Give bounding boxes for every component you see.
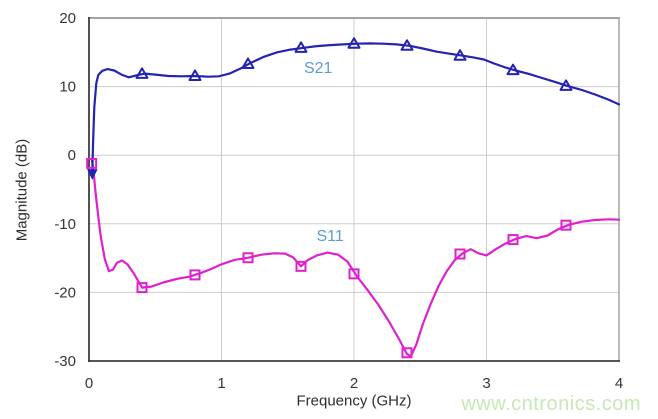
y-axis-title: Magnitude (dB) bbox=[13, 138, 31, 242]
s11-marker-square bbox=[189, 269, 201, 281]
x-tick-label: 4 bbox=[615, 375, 623, 392]
x-tick-label: 2 bbox=[350, 375, 358, 392]
y-tick-label: 20 bbox=[59, 10, 76, 27]
s21-marker-triangle bbox=[559, 79, 573, 91]
s11-marker-square bbox=[295, 260, 307, 272]
x-tick-label: 0 bbox=[85, 375, 93, 392]
series-label-s21: S21 bbox=[303, 60, 333, 78]
x-axis-title: Frequency (GHz) bbox=[296, 392, 412, 410]
s21-start-marker bbox=[87, 169, 98, 180]
s11-marker-square bbox=[507, 234, 519, 246]
series-label-s11: S11 bbox=[316, 227, 344, 245]
s11-marker-square bbox=[86, 157, 98, 169]
s21-marker-triangle bbox=[400, 39, 414, 51]
s11-marker-square bbox=[560, 219, 572, 231]
s11-marker-square bbox=[401, 347, 413, 359]
y-tick-label: -30 bbox=[54, 353, 76, 370]
s21-marker-triangle bbox=[188, 69, 202, 81]
s11-curve bbox=[90, 157, 621, 358]
s11-marker-square bbox=[348, 268, 360, 280]
x-tick-label: 1 bbox=[217, 375, 225, 392]
s11-marker-square bbox=[242, 252, 254, 264]
s21-marker-triangle bbox=[294, 41, 308, 53]
s21-curve bbox=[91, 42, 621, 175]
watermark-text: www.cntronics.com bbox=[461, 393, 641, 415]
s21-marker-triangle bbox=[453, 49, 467, 61]
s21-marker-triangle bbox=[241, 57, 255, 69]
y-tick-label: 10 bbox=[59, 79, 76, 96]
s21-marker-triangle bbox=[135, 67, 149, 79]
y-tick-label: -20 bbox=[54, 284, 76, 301]
x-tick-label: 3 bbox=[482, 375, 490, 392]
s11-marker-square bbox=[136, 282, 148, 294]
s21-marker-triangle bbox=[506, 63, 520, 76]
s21-marker-triangle bbox=[347, 37, 361, 49]
s11-marker-square bbox=[454, 248, 466, 260]
y-tick-label: -10 bbox=[54, 216, 76, 233]
y-tick-label: 0 bbox=[68, 147, 76, 164]
